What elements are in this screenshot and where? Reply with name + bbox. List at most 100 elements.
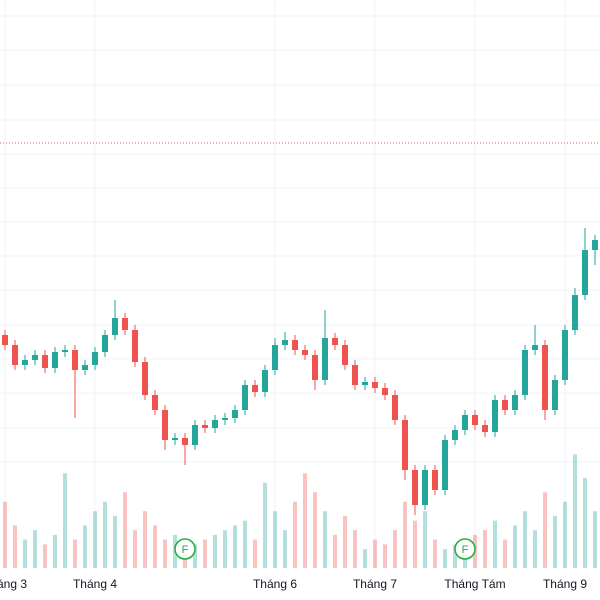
volume-bar: [43, 544, 47, 568]
volume-bar: [583, 478, 587, 568]
volume-bar: [483, 530, 487, 568]
volume-bar: [133, 530, 137, 568]
candle-body: [262, 370, 268, 392]
volume-bar: [193, 544, 197, 568]
candle-body: [222, 418, 228, 420]
volume-bar: [553, 515, 557, 568]
candle-body: [292, 340, 298, 350]
volume-bar: [393, 530, 397, 568]
x-tick-label: Tháng 3: [0, 577, 27, 591]
candle-body: [72, 350, 78, 370]
volume-bar: [303, 473, 307, 568]
volume-bar: [273, 511, 277, 568]
volume-bar: [443, 549, 447, 568]
candle-body: [412, 470, 418, 505]
candle-body: [352, 365, 358, 385]
candle-body: [422, 470, 428, 505]
event-marker: [454, 538, 476, 560]
volume-bar: [413, 520, 417, 568]
volume-bar: [3, 501, 7, 568]
x-tick-label: Tháng 7: [353, 577, 397, 591]
volume-bar: [13, 525, 17, 568]
candle-body: [582, 250, 588, 295]
candle-body: [202, 425, 208, 428]
volume-bar: [293, 501, 297, 568]
candle-body: [282, 340, 288, 345]
volume-bar: [343, 515, 347, 568]
candle-body: [382, 388, 388, 395]
candle-body: [232, 410, 238, 418]
volume-bar: [233, 525, 237, 568]
candle-body: [552, 380, 558, 410]
candle-body: [332, 338, 338, 345]
candle-body: [542, 345, 548, 410]
candle-body: [502, 400, 508, 410]
volume-bar: [533, 530, 537, 568]
candle-body: [342, 345, 348, 365]
volume-bar: [503, 539, 507, 568]
candle-body: [532, 345, 538, 350]
candle-body: [32, 355, 38, 360]
candle-body: [152, 395, 158, 410]
volume-bar: [593, 511, 597, 568]
volume-bar: [153, 525, 157, 568]
volume-bar: [513, 525, 517, 568]
volume-bar: [63, 473, 67, 568]
x-tick-label: Tháng 4: [73, 577, 117, 591]
volume-bar: [283, 530, 287, 568]
volume-bar: [163, 539, 167, 568]
volume-bar: [73, 539, 77, 568]
volume-bar: [143, 511, 147, 568]
candle-body: [2, 335, 8, 345]
candle-body: [52, 352, 58, 368]
volume-bar: [573, 454, 577, 568]
volume-bar: [383, 544, 387, 568]
volume-bar: [563, 501, 567, 568]
candle-body: [182, 438, 188, 445]
candle-body: [162, 410, 168, 440]
candle-body: [192, 425, 198, 445]
candle-body: [322, 338, 328, 380]
candle-body: [432, 470, 438, 490]
volume-bar: [423, 511, 427, 568]
volume-bar: [323, 511, 327, 568]
event-label: F: [182, 544, 189, 556]
candle-body: [312, 355, 318, 380]
candle-body: [392, 395, 398, 420]
candle-body: [242, 385, 248, 410]
candle-body: [92, 352, 98, 365]
volume-bar: [83, 525, 87, 568]
volume-bar: [93, 511, 97, 568]
x-tick-label: Tháng Tám: [444, 577, 505, 591]
volume-bar: [373, 539, 377, 568]
candle-body: [402, 420, 408, 470]
candle-body: [212, 420, 218, 428]
candle-body: [572, 295, 578, 330]
candle-body: [452, 430, 458, 440]
candle-body: [592, 240, 598, 250]
event-label: F: [462, 544, 469, 556]
candle-body: [562, 330, 568, 380]
x-tick-label: Tháng 6: [253, 577, 297, 591]
candle-body: [492, 400, 498, 432]
volume-bar: [403, 501, 407, 568]
candle-body: [442, 440, 448, 490]
candle-body: [522, 350, 528, 395]
candle-body: [462, 415, 468, 430]
event-marker: [174, 538, 196, 560]
volume-bar: [493, 520, 497, 568]
candle-body: [82, 365, 88, 370]
candle-body: [122, 318, 128, 330]
volume-bar: [313, 492, 317, 568]
candle-body: [12, 345, 18, 365]
candle-body: [132, 330, 138, 362]
candle-body: [102, 335, 108, 352]
candle-body: [372, 382, 378, 388]
candle-body: [112, 318, 118, 335]
candle-body: [172, 438, 178, 440]
volume-bar: [523, 511, 527, 568]
volume-bar: [223, 530, 227, 568]
candle-body: [482, 425, 488, 432]
